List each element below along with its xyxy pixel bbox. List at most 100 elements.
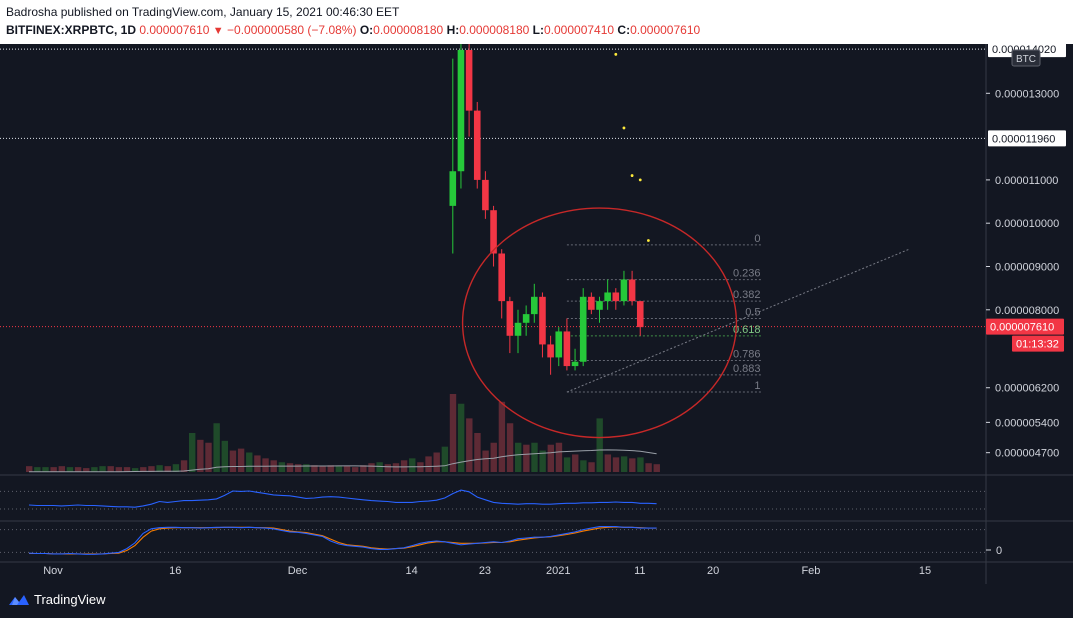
volume-bar bbox=[596, 418, 603, 472]
volume-bar bbox=[612, 457, 620, 472]
volume-bar bbox=[229, 450, 237, 472]
candle-body bbox=[531, 296, 538, 315]
volume-bar bbox=[563, 457, 571, 472]
volume-bar bbox=[42, 467, 49, 472]
tradingview-brand: TradingView bbox=[34, 592, 106, 607]
price-tag-label: 0.000007610 bbox=[990, 322, 1054, 334]
y-axis-tick-label: 0.000010000 bbox=[995, 218, 1059, 230]
volume-bar bbox=[392, 463, 400, 472]
volume-bar bbox=[352, 467, 359, 472]
volume-bar bbox=[286, 463, 294, 472]
low-label: L: bbox=[532, 23, 544, 37]
candle-body bbox=[547, 344, 554, 358]
volume-bar bbox=[539, 450, 546, 472]
volume-bar bbox=[441, 446, 449, 472]
x-axis-tick-label: Dec bbox=[288, 565, 308, 577]
volume-bar bbox=[172, 464, 180, 472]
x-axis-tick-label: 23 bbox=[479, 565, 491, 577]
volume-bar bbox=[327, 465, 334, 472]
x-axis-tick-label: 16 bbox=[169, 565, 181, 577]
x-axis-tick-label: 14 bbox=[405, 565, 417, 577]
forecast-dot bbox=[638, 178, 642, 182]
volume-bar bbox=[66, 467, 74, 472]
volume-ma-line bbox=[29, 449, 657, 473]
publisher-line: Badrosha published on TradingView.com, J… bbox=[6, 5, 400, 19]
rsi-line bbox=[28, 489, 657, 508]
candle-body bbox=[539, 296, 546, 345]
volume-bar bbox=[588, 462, 595, 472]
volume-bar bbox=[156, 465, 163, 472]
stoch-k-line bbox=[28, 526, 657, 555]
candle-body bbox=[563, 331, 571, 367]
fib-level-label: 0.618 bbox=[733, 324, 761, 336]
volume-bar bbox=[425, 456, 432, 472]
volume-bar bbox=[604, 454, 612, 472]
volume-bar bbox=[376, 462, 383, 472]
volume-bar bbox=[498, 401, 506, 472]
highlight-circle bbox=[461, 207, 738, 439]
volume-bar bbox=[343, 466, 351, 472]
x-axis-tick-label: 15 bbox=[919, 565, 931, 577]
tradingview-logo-icon bbox=[9, 594, 29, 605]
high-value: 0.000008180 bbox=[459, 23, 530, 37]
price-tag bbox=[986, 318, 1064, 335]
volume-bar bbox=[400, 460, 408, 472]
volume-bar bbox=[466, 418, 473, 472]
volume-bar bbox=[457, 403, 465, 472]
candle-body bbox=[628, 279, 636, 302]
volume-bar bbox=[303, 464, 310, 472]
y-axis-tick-label: 0.000004700 bbox=[995, 448, 1059, 460]
candle-body bbox=[506, 301, 514, 336]
forecast-dot bbox=[630, 174, 634, 177]
candle-body bbox=[457, 50, 465, 172]
volume-bar bbox=[189, 433, 196, 472]
candle-body bbox=[579, 296, 587, 362]
y-axis-tick-label: 0.000006200 bbox=[995, 383, 1059, 395]
volume-bar bbox=[164, 466, 171, 472]
x-axis-tick-label: Nov bbox=[43, 565, 63, 577]
forecast-dot bbox=[614, 52, 618, 56]
y-axis-tick-label: 0.000011000 bbox=[995, 175, 1058, 187]
candle-body bbox=[620, 279, 628, 302]
forecast-dot bbox=[622, 126, 626, 130]
volume-bar bbox=[474, 433, 481, 472]
volume-bar bbox=[74, 467, 82, 472]
volume-bar bbox=[221, 440, 228, 472]
volume-bar bbox=[384, 464, 391, 472]
candle-body bbox=[514, 322, 522, 336]
candle-body bbox=[522, 314, 530, 323]
volume-bar bbox=[409, 458, 416, 472]
volume-bar bbox=[254, 455, 261, 472]
price-tag bbox=[1012, 335, 1064, 352]
symbol-label[interactable]: BITFINEX:XRPBTC, 1D bbox=[6, 23, 137, 37]
volume-bar bbox=[637, 457, 644, 472]
fib-level-label: 0.5 bbox=[745, 306, 760, 318]
volume-bar bbox=[555, 442, 563, 472]
volume-bar bbox=[246, 452, 253, 472]
candle-body bbox=[596, 301, 603, 310]
volume-bar bbox=[653, 464, 660, 472]
low-value: 0.000007410 bbox=[544, 23, 615, 37]
volume-bar bbox=[107, 466, 114, 472]
fib-level-label: 0.236 bbox=[733, 268, 761, 280]
volume-bar bbox=[572, 454, 579, 472]
volume-bar bbox=[368, 463, 375, 472]
trend-line bbox=[566, 248, 910, 393]
fib-level-label: 0 bbox=[754, 233, 760, 245]
volume-bar bbox=[237, 448, 245, 472]
volume-bar bbox=[449, 394, 457, 472]
volume-bar bbox=[294, 464, 302, 472]
candle-body bbox=[449, 171, 457, 206]
volume-bar bbox=[197, 439, 204, 472]
tradingview-logo[interactable]: TradingView bbox=[8, 592, 106, 607]
symbol-ohlc-line: BITFINEX:XRPBTC, 1D 0.000007610 ▼ −0.000… bbox=[6, 23, 700, 37]
volume-bar bbox=[531, 442, 538, 472]
price-tag-label: 01:13:32 bbox=[1016, 339, 1059, 351]
fib-level-label: 0.382 bbox=[733, 289, 761, 301]
open-label: O: bbox=[359, 23, 374, 37]
volume-bar bbox=[580, 460, 587, 472]
price-chart[interactable]: 0 0.236 0.382 0.5 0.618 0.786 0.883 1 0 0.0000130… bbox=[0, 44, 1073, 584]
volume-bar bbox=[115, 467, 123, 472]
volume-bar bbox=[515, 442, 522, 472]
high-label: H: bbox=[446, 23, 460, 37]
